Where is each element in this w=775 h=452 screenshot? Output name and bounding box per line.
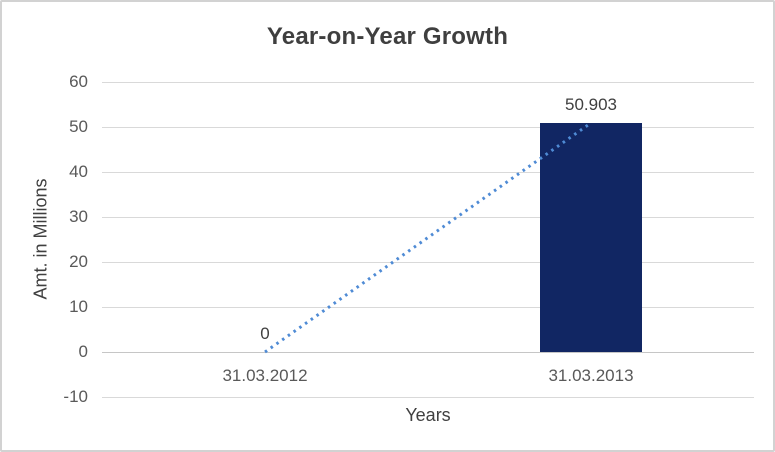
- y-axis-tick-label[interactable]: 50: [69, 117, 88, 136]
- y-axis-tick-label[interactable]: 0: [78, 342, 88, 361]
- category-label[interactable]: 31.03.2013: [548, 366, 634, 385]
- data-label[interactable]: 50.903: [565, 94, 617, 114]
- gridline: [102, 306, 754, 308]
- data-label[interactable]: 0: [260, 324, 270, 343]
- y-axis-tick-label[interactable]: 30: [69, 207, 88, 226]
- gridline: [102, 396, 754, 398]
- x-axis-title[interactable]: Years: [405, 405, 451, 425]
- y-axis-tick-label[interactable]: 40: [69, 162, 88, 181]
- y-axis-tick-label[interactable]: 20: [69, 252, 88, 271]
- gridline: [102, 216, 754, 218]
- category-label[interactable]: 31.03.2012: [222, 366, 308, 385]
- y-axis-tick-label[interactable]: -10: [63, 387, 88, 406]
- gridline: [102, 81, 754, 83]
- gridline: [102, 261, 754, 263]
- y-axis-tick-label[interactable]: 60: [69, 72, 88, 91]
- data-bar[interactable]: [540, 122, 642, 352]
- chart-title[interactable]: Year-on-Year Growth: [266, 23, 509, 50]
- gridline: [102, 126, 754, 128]
- y-axis-tick-label[interactable]: 10: [69, 297, 88, 316]
- x-axis-line: [102, 351, 754, 353]
- gridline: [102, 171, 754, 173]
